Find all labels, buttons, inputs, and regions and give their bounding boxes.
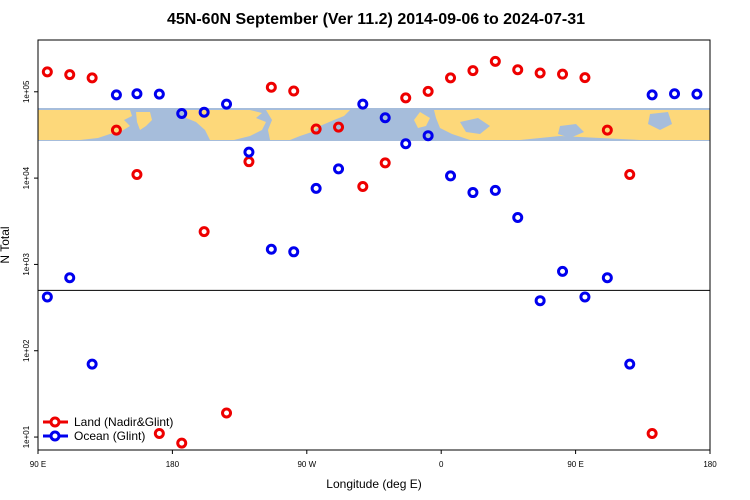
y-axis-label: N Total [0, 226, 12, 263]
x-tick-label: 90 W [297, 460, 316, 469]
data-point-land [64, 69, 76, 81]
legend-label-land: Land (Nadir&Glint) [74, 415, 173, 429]
map-land [38, 110, 710, 140]
data-point-ocean [646, 89, 658, 101]
plot-frame [37, 39, 711, 451]
legend-label-ocean: Ocean (Glint) [74, 429, 145, 443]
data-point-ocean [601, 272, 613, 284]
data-point-ocean [557, 265, 569, 277]
x-tick-label: 180 [166, 460, 180, 469]
data-point-ocean [400, 138, 412, 150]
data-point-land [534, 67, 546, 79]
y-tick-label: 1e+05 [22, 80, 31, 103]
x-axis: 90 E 180 90 W 0 90 E 180 [30, 450, 717, 469]
data-point-ocean [310, 182, 322, 194]
data-point-land [489, 55, 501, 67]
world-map-strip [38, 108, 710, 141]
data-point-ocean [357, 98, 369, 110]
data-point-ocean [131, 88, 143, 100]
legend: Land (Nadir&Glint) Ocean (Glint) [43, 415, 173, 443]
data-point-ocean [243, 146, 255, 158]
data-point-ocean [333, 163, 345, 175]
data-point-ocean [265, 243, 277, 255]
y-axis: 1e+01 1e+02 1e+03 1e+04 1e+05 [22, 80, 38, 448]
data-point-land [265, 81, 277, 93]
x-tick-label: 90 E [567, 460, 583, 469]
y-tick-label: 1e+01 [22, 425, 31, 448]
y-tick-label: 1e+04 [22, 166, 31, 189]
x-tick-label: 90 E [30, 460, 46, 469]
chart-title: 45N-60N September (Ver 11.2) 2014-09-06 … [167, 11, 585, 28]
sea-caspian [558, 124, 584, 138]
x-axis-label: Longitude (deg E) [326, 477, 421, 491]
data-point-land [288, 85, 300, 97]
data-point-land [601, 124, 613, 136]
data-point-ocean [288, 246, 300, 258]
y-tick-label: 1e+03 [22, 253, 31, 276]
sea-okhotsk [648, 112, 672, 130]
land-asia-west [38, 110, 132, 140]
data-point-ocean [691, 88, 703, 100]
data-point-land [243, 156, 255, 168]
data-point-land [41, 66, 53, 78]
data-point-land [467, 65, 479, 77]
y-tick-label: 1e+02 [22, 339, 31, 362]
data-point-ocean [467, 187, 479, 199]
map-seas [460, 112, 672, 138]
data-point-ocean [198, 106, 210, 118]
data-point-ocean [624, 358, 636, 370]
land-british-isles [414, 112, 430, 128]
land-kamchatka [136, 112, 152, 130]
data-point-ocean [579, 291, 591, 303]
data-point-land [221, 407, 233, 419]
data-point-ocean [221, 98, 233, 110]
data-point-ocean [512, 211, 524, 223]
data-point-land [512, 64, 524, 76]
data-point-land [86, 72, 98, 84]
data-point-land [579, 72, 591, 84]
land-north-america-east [266, 110, 350, 140]
data-point-ocean [64, 272, 76, 284]
data-point-ocean [41, 291, 53, 303]
data-point-land [153, 427, 165, 439]
legend-marker-land [49, 416, 61, 428]
legend-item-land: Land (Nadir&Glint) [43, 415, 173, 429]
data-point-land [379, 157, 391, 169]
data-points [41, 55, 703, 449]
data-point-land [333, 121, 345, 133]
data-point-ocean [176, 108, 188, 120]
data-point-ocean [153, 88, 165, 100]
data-point-ocean [379, 112, 391, 124]
data-point-ocean [669, 88, 681, 100]
legend-marker-ocean [49, 430, 61, 442]
data-point-land [445, 72, 457, 84]
data-point-ocean [534, 295, 546, 307]
data-point-land [131, 169, 143, 181]
data-point-land [176, 437, 188, 449]
x-tick-label: 0 [439, 460, 444, 469]
data-point-land [646, 427, 658, 439]
data-point-land [400, 92, 412, 104]
data-point-ocean [422, 130, 434, 142]
legend-item-ocean: Ocean (Glint) [43, 429, 145, 443]
data-point-land [624, 169, 636, 181]
data-point-land [198, 226, 210, 238]
data-point-land [110, 124, 122, 136]
data-point-land [357, 180, 369, 192]
data-point-ocean [445, 170, 457, 182]
x-tick-label: 180 [703, 460, 717, 469]
data-point-land [310, 123, 322, 135]
data-point-ocean [489, 184, 501, 196]
data-point-land [557, 68, 569, 80]
data-point-ocean [86, 358, 98, 370]
sea-baltic [460, 118, 490, 134]
land-north-america-west [186, 110, 266, 140]
data-point-land [422, 85, 434, 97]
data-point-ocean [110, 89, 122, 101]
